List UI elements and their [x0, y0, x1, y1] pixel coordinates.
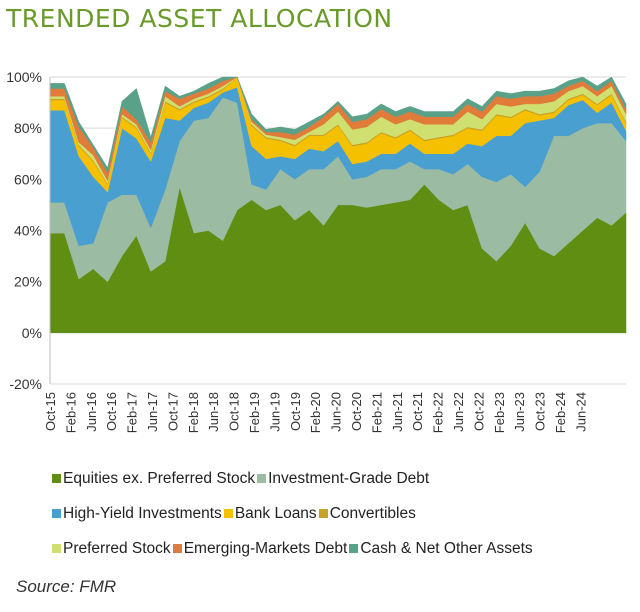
legend-swatch — [257, 474, 267, 483]
legend-row: Preferred Stock Emerging-Markets Debt Cash… — [52, 540, 637, 557]
x-tick-label: Feb-22 — [431, 392, 446, 433]
y-tick-label: 60% — [14, 171, 42, 187]
legend-swatch — [52, 509, 61, 518]
x-tick-label: Jun-16 — [84, 392, 99, 432]
x-tick-label: Oct-20 — [349, 392, 364, 431]
x-tick-label: Feb-21 — [369, 392, 384, 433]
legend-label: Cash & Net Other Assets — [360, 539, 533, 557]
legend-label: Preferred Stock — [63, 539, 171, 557]
x-tick-label: Feb-24 — [553, 392, 568, 433]
chart-area: -20% 0% 20% 40% 60% 80% 100% Oct-15 Feb-16 Jun-1… — [6, 69, 627, 433]
x-tick-label: Jun-21 — [390, 392, 405, 432]
x-tick-label: Jun-23 — [512, 392, 527, 432]
x-tick-label: Feb-18 — [186, 392, 201, 433]
legend-swatch — [223, 509, 233, 518]
legend: Equities ex. Preferred Stock Investment-G… — [52, 470, 637, 575]
x-tick-label: Jun-19 — [267, 392, 282, 432]
x-tick-label: Oct-15 — [43, 392, 58, 431]
series-area-cash-net-other-assets — [49, 76, 627, 174]
legend-swatch — [349, 544, 359, 553]
legend-label: Emerging-Markets Debt — [183, 539, 348, 557]
x-tick-label: Oct-19 — [288, 392, 303, 431]
y-tick-label: 20% — [14, 274, 42, 290]
x-tick-label: Oct-18 — [227, 392, 242, 431]
legend-row: High-Yield Investments Bank Loans Converti… — [52, 505, 637, 522]
x-tick-label: Feb-16 — [63, 392, 78, 433]
x-axis: Oct-15 Feb-16 Jun-16 Oct-16 Feb-17 Jun-17 Oct-… — [43, 392, 588, 433]
x-tick-label: Jun-18 — [206, 392, 221, 432]
legend-item: Preferred Stock — [52, 540, 171, 558]
x-tick-label: Jun-24 — [573, 392, 588, 432]
legend-label: Investment-Grade Debt — [268, 469, 430, 487]
legend-label: High-Yield Investments — [63, 504, 222, 522]
x-tick-label: Feb-20 — [308, 392, 323, 433]
legend-swatch — [52, 474, 61, 483]
legend-item: Equities ex. Preferred Stock — [52, 470, 255, 488]
x-tick-label: Oct-23 — [533, 392, 548, 431]
y-tick-label: 0% — [22, 325, 42, 341]
legend-item: Investment-Grade Debt — [257, 470, 429, 488]
legend-item: High-Yield Investments — [52, 505, 222, 523]
legend-label: Bank Loans — [234, 504, 317, 522]
y-tick-label: 100% — [6, 69, 42, 85]
x-tick-label: Oct-17 — [165, 392, 180, 431]
legend-swatch — [172, 544, 182, 553]
chart-title: TRENDED ASSET ALLOCATION — [6, 4, 393, 33]
x-tick-label: Oct-16 — [104, 392, 119, 431]
y-axis: -20% 0% 20% 40% 60% 80% 100% — [6, 69, 51, 392]
x-tick-label: Feb-17 — [125, 392, 140, 433]
legend-item: Cash & Net Other Assets — [349, 539, 533, 558]
x-tick-label: Jun-22 — [451, 392, 466, 432]
legend-item: Bank Loans — [223, 504, 317, 523]
x-tick-label: Feb-23 — [492, 392, 507, 433]
source-note: Source: FMR — [16, 577, 117, 596]
x-tick-label: Oct-21 — [410, 392, 425, 431]
y-tick-label: -20% — [9, 376, 42, 392]
legend-row: Equities ex. Preferred Stock Investment-G… — [52, 470, 637, 487]
x-tick-label: Feb-19 — [247, 392, 262, 433]
stacked-areas — [49, 76, 627, 334]
y-tick-label: 40% — [14, 223, 42, 239]
x-tick-label: Jun-17 — [145, 392, 160, 432]
legend-label: Equities ex. Preferred Stock — [63, 469, 256, 487]
y-tick-label: 80% — [14, 120, 42, 136]
legend-swatch — [52, 544, 61, 553]
legend-item: Convertibles — [318, 504, 416, 523]
legend-label: Convertibles — [329, 504, 416, 522]
legend-swatch — [318, 509, 328, 518]
x-tick-label: Jun-20 — [329, 392, 344, 432]
x-tick-label: Oct-22 — [471, 392, 486, 431]
legend-item: Emerging-Markets Debt — [172, 539, 348, 558]
